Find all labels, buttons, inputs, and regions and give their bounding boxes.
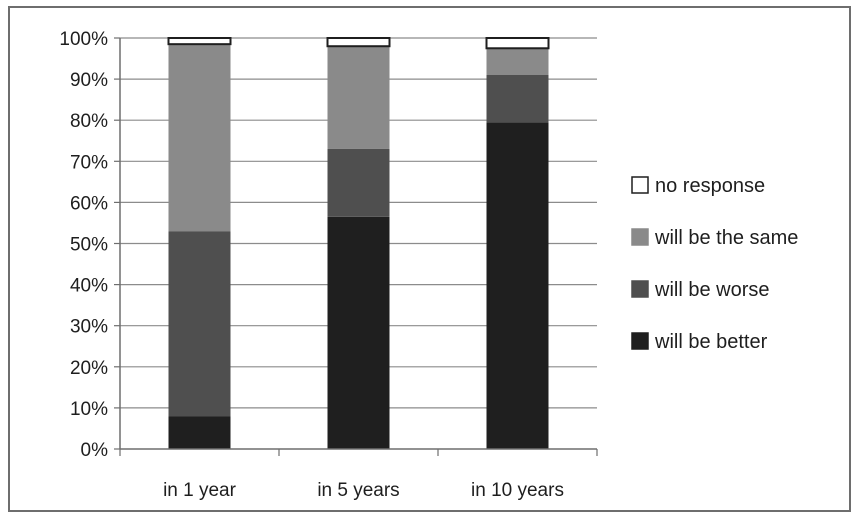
- y-tick-label: 0%: [81, 440, 109, 461]
- legend-swatch: [631, 176, 649, 194]
- bar-segment: [486, 74, 549, 123]
- bar-segment: [327, 216, 390, 449]
- bar-segment: [167, 37, 232, 46]
- y-tick-label: 80%: [70, 111, 108, 132]
- legend-swatch: [631, 332, 649, 350]
- y-tick-label: 60%: [70, 193, 108, 214]
- legend-swatch: [631, 280, 649, 298]
- bar-segment: [485, 37, 550, 50]
- legend-label: will be better: [654, 331, 768, 353]
- y-tick-label: 100%: [59, 29, 108, 50]
- bar-segment: [327, 46, 390, 149]
- y-tick-label: 70%: [70, 152, 108, 173]
- bar-segment: [168, 416, 231, 449]
- bars: [167, 37, 550, 449]
- y-tick-label: 50%: [70, 235, 108, 256]
- y-axis: 0% 10% 20% 30% 40% 50% 60% 70% 80% 90% 100%: [59, 29, 121, 461]
- bar-segment: [326, 37, 391, 48]
- legend-label: will be worse: [654, 279, 769, 301]
- bar-segment: [168, 231, 231, 417]
- y-tick-label: 30%: [70, 317, 108, 338]
- bar-segment: [327, 148, 390, 217]
- x-category-label: in 5 years: [317, 480, 399, 501]
- legend-swatch: [631, 228, 649, 246]
- x-category-label: in 1 year: [163, 480, 237, 501]
- bar-segment: [486, 48, 549, 75]
- bar-segment: [486, 122, 549, 449]
- y-tick-label: 10%: [70, 399, 108, 420]
- y-tick-label: 20%: [70, 358, 108, 379]
- bar-segment: [168, 44, 231, 232]
- y-tick-label: 40%: [70, 276, 108, 297]
- chart-frame: [8, 6, 851, 512]
- legend-label: will be the same: [654, 227, 798, 249]
- legend: no response will be the same will be worse…: [631, 175, 798, 353]
- legend-label: no response: [655, 175, 765, 197]
- y-tick-label: 90%: [70, 70, 108, 91]
- x-category-label: in 10 years: [471, 480, 564, 501]
- x-axis: in 1 year in 5 years in 10 years: [119, 448, 598, 501]
